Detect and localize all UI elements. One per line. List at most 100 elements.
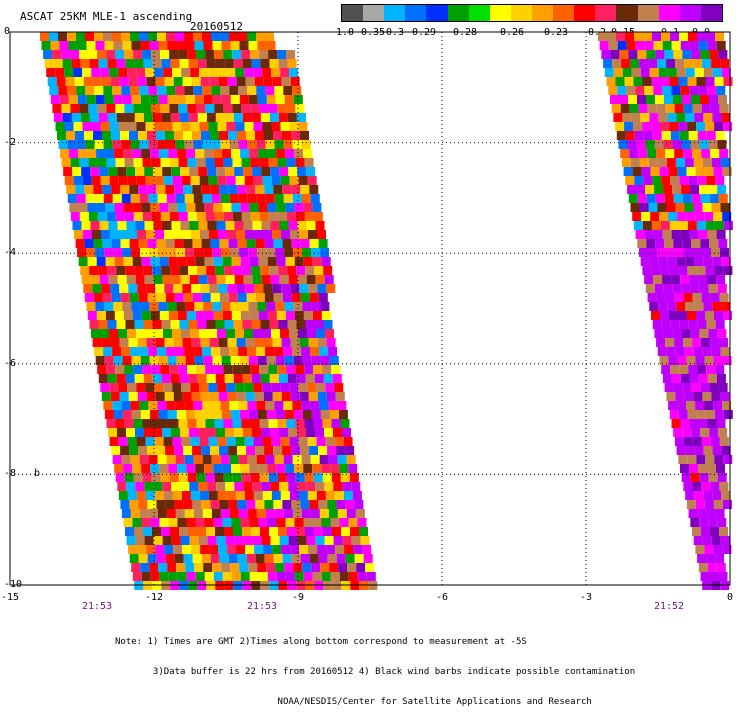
swath-cell (693, 392, 703, 401)
swath-cell (197, 266, 207, 275)
swath-cell (134, 59, 144, 68)
swath-cell (174, 554, 184, 563)
swath-cell (706, 365, 716, 374)
swath-cell (634, 32, 643, 41)
swath-cell (103, 401, 113, 410)
swath-cell (685, 68, 695, 77)
swath-cell (709, 572, 719, 581)
swath-cell (298, 491, 308, 500)
swath-cell (144, 482, 154, 491)
swath-cell (691, 428, 701, 437)
swath-cell (158, 95, 168, 104)
swath-cell (235, 383, 245, 392)
swath-cell (652, 32, 661, 41)
swath-cell (127, 383, 137, 392)
swath-cell (192, 554, 202, 563)
swath-cell (646, 95, 655, 104)
swath-cell (660, 122, 670, 131)
swath-cell (41, 41, 51, 50)
swath-cell (74, 77, 84, 86)
swath-cell (316, 329, 325, 338)
swath-cell (270, 536, 280, 545)
swath-cell (88, 50, 98, 59)
swath-cell (162, 428, 171, 437)
swath-cell (133, 365, 143, 374)
swath-cell (120, 446, 130, 455)
swath-cell (170, 266, 180, 275)
swath-cell (216, 482, 226, 491)
swath-cell (191, 284, 201, 293)
swath-cell (308, 338, 318, 347)
swath-cell (184, 401, 194, 410)
swath-cell (156, 239, 166, 248)
swath-cell (230, 356, 240, 365)
swath-cell (144, 167, 154, 176)
swath-cell (298, 383, 308, 392)
swath-cell (704, 500, 714, 509)
swath-cell (253, 122, 263, 131)
swath-cell (184, 347, 194, 356)
swath-cell (287, 320, 297, 329)
swath-cell (717, 284, 727, 293)
swath-cell (281, 545, 291, 554)
swath-cell (268, 473, 278, 482)
swath-cell (150, 311, 160, 320)
swath-cell (193, 140, 203, 149)
swath-cell (66, 185, 76, 194)
swath-cell (669, 77, 679, 86)
swath-cell (253, 437, 263, 446)
swath-cell (275, 302, 285, 311)
swath-cell (206, 59, 216, 68)
swath-cell (670, 320, 680, 329)
swath-cell (348, 572, 358, 581)
swath-cell (210, 239, 220, 248)
swath-cell (694, 257, 704, 266)
swath-cell (124, 104, 134, 113)
swath-cell (659, 167, 669, 176)
swath-cell (170, 374, 180, 383)
swath-cell (152, 527, 161, 536)
swath-cell (662, 41, 672, 50)
swath-cell (311, 563, 321, 572)
swath-cell (314, 320, 324, 329)
swath-cell (691, 50, 701, 59)
swath-cell (145, 491, 155, 500)
colorbar-swatch (595, 5, 617, 21)
swath-cell (683, 338, 693, 347)
swath-cell (624, 77, 634, 86)
swath-cell (267, 464, 277, 473)
swath-cell (107, 266, 117, 275)
swath-cell (274, 455, 284, 464)
swath-cell (138, 446, 148, 455)
swath-cell (622, 113, 632, 122)
swath-cell (723, 311, 732, 320)
swath-cell (121, 509, 131, 518)
swath-cell (601, 50, 611, 59)
swath-cell (186, 203, 196, 212)
swath-cell (322, 473, 332, 482)
swath-cell (263, 392, 273, 401)
swath-cell (292, 401, 302, 410)
swath-cell (169, 419, 179, 428)
swath-cell (144, 428, 153, 437)
swath-cell (140, 41, 150, 50)
swath-cell (122, 248, 132, 257)
swath-cell (163, 176, 173, 185)
swath-cell (191, 77, 201, 86)
swath-cell (240, 203, 250, 212)
swath-cell (716, 563, 726, 572)
swath-cell (260, 113, 270, 122)
swath-cell (175, 194, 185, 203)
swath-cell (664, 95, 673, 104)
swath-cell (291, 500, 301, 509)
swath-cell (178, 419, 188, 428)
swath-cell (707, 86, 717, 95)
swath-cell (246, 185, 256, 194)
swath-cell (312, 311, 322, 320)
swath-cell (164, 392, 174, 401)
swath-cell (133, 212, 143, 221)
swath-cell (181, 122, 191, 131)
swath-cell (651, 311, 660, 320)
swath-cell (182, 392, 192, 401)
swath-cell (679, 32, 688, 41)
